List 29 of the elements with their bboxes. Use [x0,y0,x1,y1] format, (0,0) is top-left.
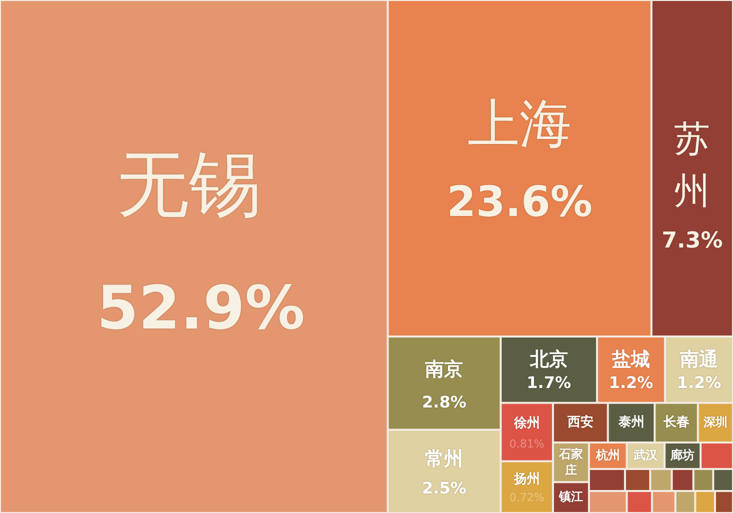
category-label: 长春 [662,415,690,430]
data-label: 52.9% [96,273,305,344]
category-label: 盐城 [611,348,650,371]
data-label: 0.81% [509,437,544,450]
category-label: 廊坊 [670,448,695,462]
category-label: 无锡 [116,142,261,226]
category-label: 常州 [425,448,464,470]
category-label: 杭州 [594,448,620,462]
category-label: 南通 [679,348,718,371]
data-label: 2.8% [422,392,466,412]
data-label: 2.5% [422,478,466,498]
data-label: 0.72% [509,490,544,504]
data-label: 7.3% [662,228,723,254]
category-label: 上海 [468,94,572,155]
category-label: 南京 [424,358,464,380]
category-label: 北京 [528,348,568,371]
category-label: 泰州 [617,415,644,430]
data-label: 1.7% [526,373,572,392]
data-label: 1.2% [676,373,722,392]
category-label: 武汉 [632,448,659,462]
category-label: 石家庄 [558,446,583,477]
category-label: 镇江 [558,490,583,504]
data-label: 1.2% [608,373,654,392]
category-label: 苏州 [674,118,710,212]
category-label: 深圳 [702,414,728,429]
category-label: 徐州 [512,416,540,431]
category-label: 扬州 [512,472,540,488]
data-label: 23.6% [446,176,592,226]
category-label: 西安 [566,414,594,430]
